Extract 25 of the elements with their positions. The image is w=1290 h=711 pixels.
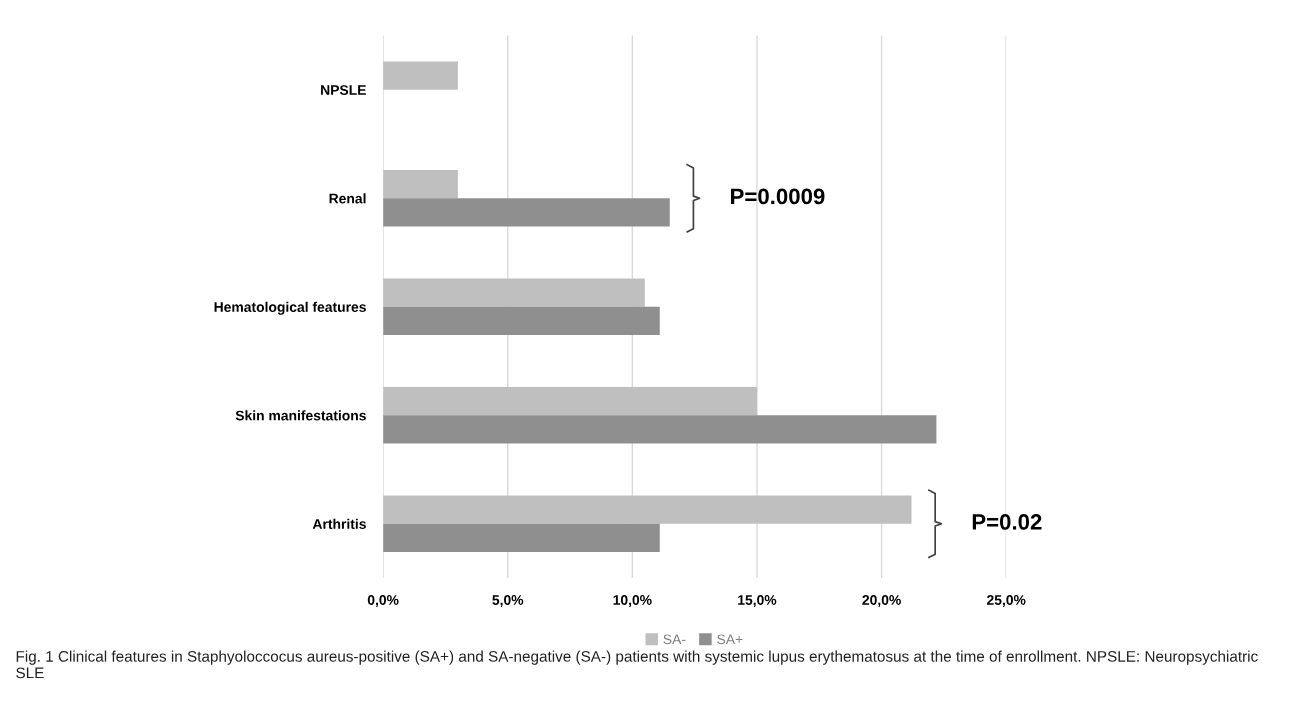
y-tick-label: Renal — [329, 193, 366, 204]
x-tick-label: 15,0% — [738, 595, 777, 607]
x-tick-label: 5,0% — [492, 595, 524, 607]
bar — [383, 61, 458, 90]
bar — [383, 278, 645, 307]
bar — [383, 387, 757, 416]
bar — [383, 170, 458, 199]
bar — [383, 495, 912, 524]
legend-label: SA+ — [717, 634, 743, 645]
y-tick-label: Hematological features — [214, 301, 366, 315]
x-tick-label: 20,0% — [862, 595, 901, 607]
bar — [383, 415, 937, 444]
x-tick-label: 0,0% — [367, 595, 399, 607]
x-tick-label: 10,0% — [613, 595, 652, 607]
bar — [383, 306, 660, 336]
y-tick-label: Skin manifestations — [235, 410, 366, 421]
y-tick-label: Arthritis — [312, 518, 366, 529]
bar — [383, 523, 660, 552]
bar — [383, 198, 670, 227]
annotation: P=0.0009 — [731, 188, 825, 205]
caption: Fig. 1 Clinical features in Staphyoloccocus aureus-positive (SA+) and SA-negative (SA-) patients with systemic lupus erythematosus at the time of enrollment. NPSLE: Neuropsychiatric SLE — [16, 650, 1258, 679]
legend-label: SA- — [663, 634, 686, 645]
x-tick-label: 25,0% — [986, 595, 1026, 607]
annotation: P=0.02 — [972, 514, 1042, 530]
y-tick-label: NPSLE — [321, 85, 366, 95]
